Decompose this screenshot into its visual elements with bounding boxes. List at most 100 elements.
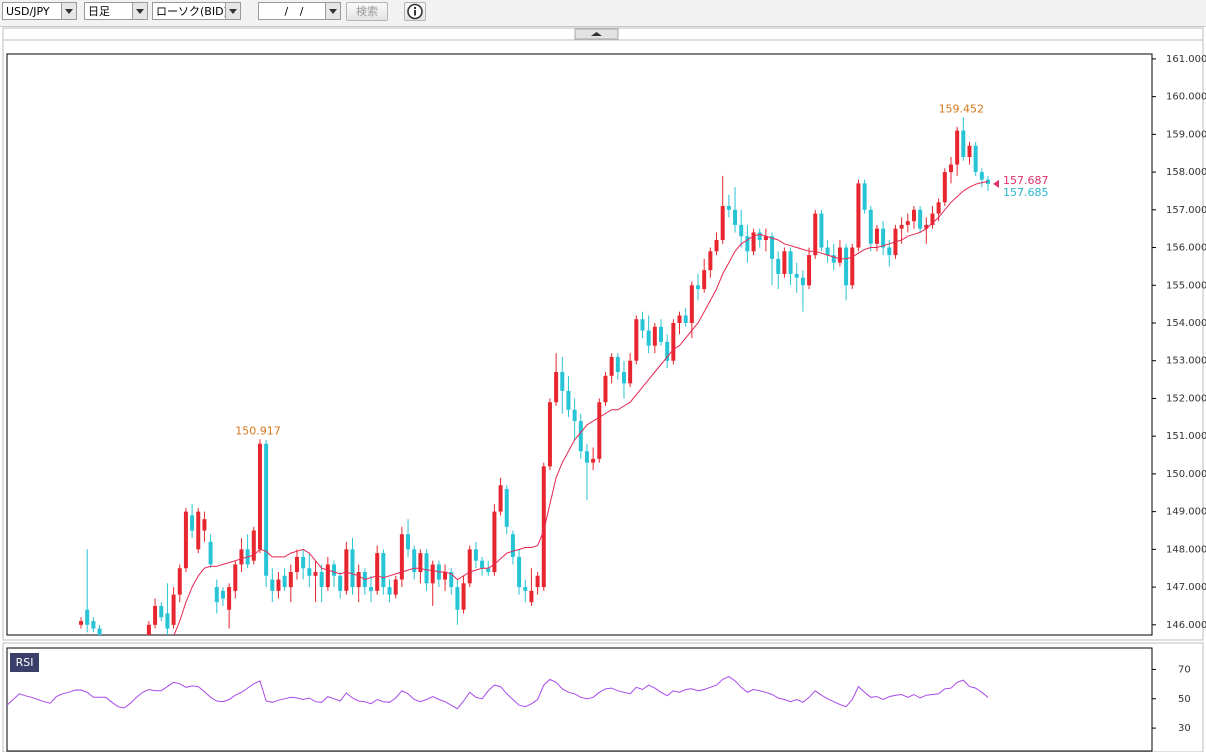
candle-body xyxy=(665,341,670,361)
candle-body xyxy=(794,273,799,278)
candle-body xyxy=(930,213,935,225)
candle-body xyxy=(881,228,886,248)
candle-body xyxy=(887,247,892,256)
candle-body xyxy=(770,236,775,259)
rsi-layer xyxy=(7,676,989,710)
candle-body xyxy=(837,247,842,263)
y-tick-label: 146.000 xyxy=(1166,620,1206,631)
candle-body xyxy=(628,360,633,384)
candle-body xyxy=(714,239,719,252)
candle-body xyxy=(979,172,984,180)
candle-body xyxy=(301,556,306,569)
candle-body xyxy=(751,232,756,252)
candle-body xyxy=(153,605,158,625)
candle-body xyxy=(97,628,102,635)
candle-body xyxy=(683,315,688,323)
candle-body xyxy=(159,605,164,618)
candle-body xyxy=(313,571,318,576)
rsi-title: RSI xyxy=(16,656,34,669)
search-button[interactable]: 検索 xyxy=(346,2,388,21)
candle-body xyxy=(270,579,275,591)
candle-body xyxy=(424,553,429,584)
candle-body xyxy=(652,326,657,346)
candle-body xyxy=(251,530,256,561)
dropdown-arrow xyxy=(61,3,76,19)
candle-body xyxy=(659,326,663,342)
candle-body xyxy=(288,571,293,588)
candle-body xyxy=(597,402,602,459)
rsi-badge xyxy=(10,653,39,672)
moving-average xyxy=(173,181,989,635)
y-tick-label: 158.000 xyxy=(1166,167,1206,178)
candle-body xyxy=(813,213,818,256)
y-tick-label: 149.000 xyxy=(1166,507,1206,518)
candle-body xyxy=(294,556,299,572)
candle-body xyxy=(443,571,448,580)
candle-body xyxy=(473,549,478,561)
toolbar: USD/JPY 日足 ローソク(BID) / / 検索 xyxy=(0,0,1206,27)
candle-body xyxy=(399,534,404,580)
candle-body xyxy=(202,519,207,531)
candle-body xyxy=(800,277,805,286)
candle-body xyxy=(850,247,855,286)
candle-body xyxy=(967,145,972,157)
candle-body xyxy=(942,172,947,203)
candle-body xyxy=(282,575,287,588)
candle-body xyxy=(486,568,491,572)
candle-body xyxy=(874,228,879,244)
candle-body xyxy=(461,583,466,610)
candle-body xyxy=(356,571,361,588)
candle-body xyxy=(214,587,219,603)
chart-kind-text: ローソク(BID) xyxy=(156,5,228,18)
high-label: 159.452 xyxy=(939,102,985,115)
date-text: / / xyxy=(284,5,304,18)
pair-select[interactable]: USD/JPY xyxy=(2,2,77,20)
candle-body xyxy=(455,587,460,610)
candle-body xyxy=(646,330,651,346)
candle-body xyxy=(523,587,528,591)
period-select[interactable]: 日足 xyxy=(84,2,148,20)
bid-marker xyxy=(993,179,999,188)
candle-body xyxy=(948,164,953,173)
candle-body xyxy=(733,209,738,225)
chart-kind-select[interactable]: ローソク(BID) xyxy=(152,2,241,20)
candle-body xyxy=(634,319,639,361)
candle-body xyxy=(332,564,336,576)
y-tick-label: 153.000 xyxy=(1166,356,1206,367)
candle-body xyxy=(418,553,423,572)
candle-body xyxy=(467,549,472,584)
info-button[interactable] xyxy=(404,2,426,21)
candle-body xyxy=(319,571,324,588)
candle-body xyxy=(264,443,269,576)
candle-body xyxy=(819,213,824,248)
candle-body xyxy=(621,372,626,384)
candle-body xyxy=(831,255,836,263)
candle-body xyxy=(480,560,485,569)
candle-body xyxy=(344,549,349,591)
candle-body xyxy=(541,466,546,588)
date-input[interactable]: / / xyxy=(258,2,341,20)
candle-body xyxy=(911,209,916,222)
candle-body xyxy=(696,285,701,290)
pair-text: USD/JPY xyxy=(6,5,50,18)
candle-body xyxy=(782,251,787,274)
candle-body xyxy=(677,315,682,323)
candle-body xyxy=(763,236,768,240)
candle-body xyxy=(369,587,374,591)
candle-body xyxy=(393,579,398,595)
y-tick-label: 161.000 xyxy=(1166,54,1206,65)
candle-body xyxy=(492,511,497,572)
candle-body xyxy=(603,375,608,403)
candle-body xyxy=(146,624,151,635)
candle-body xyxy=(350,549,355,588)
candle-body xyxy=(276,579,281,591)
candle-body xyxy=(85,609,90,625)
candle-body xyxy=(196,511,201,550)
rsi-tick-label: 70 xyxy=(1178,664,1191,675)
candle-body xyxy=(307,568,312,576)
candle-body xyxy=(171,594,176,625)
candle-body xyxy=(190,515,195,531)
candle-body xyxy=(504,488,509,527)
candle-body xyxy=(325,564,330,588)
